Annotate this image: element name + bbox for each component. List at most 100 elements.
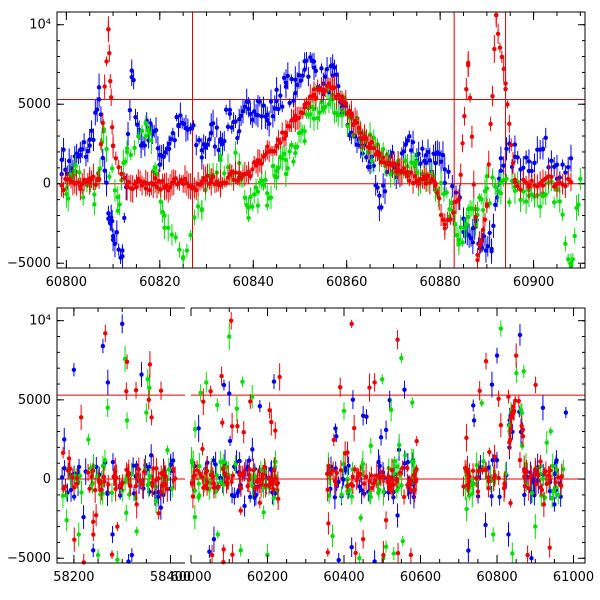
data-point-2-64 bbox=[388, 487, 393, 493]
data-point-0-255 bbox=[59, 157, 64, 163]
data-point-0-12 bbox=[81, 140, 87, 145]
data-point-2-88 bbox=[223, 180, 229, 186]
data-point-2-3 bbox=[156, 511, 161, 516]
data-point-1-242 bbox=[283, 157, 289, 163]
data-point-0-262 bbox=[120, 248, 125, 253]
data-point-0-53 bbox=[139, 372, 144, 377]
data-point-1-188 bbox=[480, 207, 486, 213]
data-point-2-25 bbox=[275, 480, 281, 486]
data-point-2-34 bbox=[225, 475, 231, 481]
data-point-0-222 bbox=[483, 248, 489, 253]
data-point-2-171 bbox=[379, 159, 384, 165]
data-point-0-224 bbox=[487, 230, 492, 236]
data-point-0-177 bbox=[390, 150, 395, 156]
data-point-1-48 bbox=[368, 443, 373, 448]
top-panel: −5000 0 5000 10⁴ 60800 60820 60840 60860 60880 60… bbox=[7, 11, 586, 290]
data-point-1-86 bbox=[285, 166, 291, 171]
data-point-2-31 bbox=[99, 487, 104, 493]
data-point-2-204 bbox=[440, 217, 446, 222]
data-point-2-34 bbox=[511, 404, 516, 409]
data-point-2-283 bbox=[274, 143, 279, 148]
data-point-1-46 bbox=[184, 248, 190, 253]
data-point-1-40 bbox=[221, 482, 226, 488]
data-point-2-76 bbox=[395, 337, 400, 342]
data-point-2-158 bbox=[354, 120, 360, 125]
data-point-1-33 bbox=[481, 459, 486, 464]
data-point-2-73 bbox=[219, 373, 224, 379]
data-point-2-42 bbox=[414, 477, 419, 482]
data-point-0-281 bbox=[302, 59, 307, 64]
data-point-0-273 bbox=[227, 111, 233, 116]
data-point-2-187 bbox=[408, 170, 414, 175]
data-point-0-0 bbox=[336, 557, 341, 563]
data-point-0-98 bbox=[242, 104, 248, 110]
data-point-2-75 bbox=[124, 359, 130, 365]
data-point-2-57 bbox=[349, 482, 354, 487]
data-point-2-57 bbox=[462, 465, 468, 471]
data-point-2-271 bbox=[162, 184, 167, 190]
data-point-2-1 bbox=[136, 467, 142, 472]
data-point-1-73 bbox=[261, 182, 266, 188]
data-point-2-44 bbox=[358, 471, 363, 477]
data-point-2-312 bbox=[568, 179, 574, 185]
data-point-0-19 bbox=[490, 457, 495, 463]
data-point-2-54 bbox=[486, 486, 491, 491]
data-point-0-97 bbox=[240, 108, 246, 114]
data-point-1-54 bbox=[153, 499, 159, 504]
data-point-2-311 bbox=[554, 181, 560, 186]
data-point-2-75 bbox=[383, 518, 389, 523]
data-point-0-33 bbox=[116, 247, 121, 252]
data-point-2-260 bbox=[59, 183, 64, 188]
data-point-2-65 bbox=[201, 485, 206, 490]
data-point-1-47 bbox=[188, 233, 193, 238]
data-point-2-67 bbox=[466, 479, 471, 484]
data-point-2-163 bbox=[364, 136, 369, 141]
data-point-1-26 bbox=[128, 152, 134, 158]
data-point-1-131 bbox=[369, 158, 375, 163]
data-point-0-228 bbox=[494, 195, 500, 200]
data-point-1-29 bbox=[139, 128, 145, 134]
data-point-2-58 bbox=[520, 427, 526, 432]
data-point-2-61 bbox=[412, 472, 417, 478]
y-tick-label: 5000 bbox=[18, 393, 51, 408]
data-point-0-93 bbox=[233, 119, 238, 124]
data-point-2-221 bbox=[477, 242, 482, 248]
data-point-0-29 bbox=[109, 218, 115, 224]
data-point-2-39 bbox=[204, 486, 210, 491]
data-point-1-30 bbox=[469, 482, 475, 488]
x-tick-label: 60820 bbox=[139, 275, 180, 290]
data-point-1-43 bbox=[391, 471, 397, 476]
data-point-1-238 bbox=[246, 205, 251, 210]
data-point-2-274 bbox=[190, 184, 195, 190]
data-point-1-74 bbox=[263, 177, 268, 183]
data-point-2-39 bbox=[381, 552, 386, 558]
data-point-2-21 bbox=[267, 408, 272, 413]
data-point-0-48 bbox=[506, 532, 511, 537]
data-point-0-263 bbox=[129, 74, 134, 80]
data-point-2-117 bbox=[278, 140, 283, 146]
data-point-1-40 bbox=[90, 480, 95, 486]
data-point-1-40 bbox=[397, 442, 402, 448]
data-point-1-261 bbox=[465, 214, 471, 220]
data-point-1-270 bbox=[578, 176, 583, 182]
data-point-2-20 bbox=[353, 550, 358, 556]
data-point-2-76 bbox=[134, 502, 139, 507]
data-point-2-119 bbox=[281, 136, 287, 141]
data-point-0-24 bbox=[104, 180, 109, 185]
data-point-1-223 bbox=[574, 205, 579, 211]
data-point-0-89 bbox=[225, 124, 231, 130]
data-point-2-289 bbox=[330, 86, 335, 91]
data-point-2-67 bbox=[331, 437, 337, 443]
data-point-0-53 bbox=[563, 410, 569, 415]
data-point-0-10 bbox=[247, 494, 253, 500]
data-point-2-178 bbox=[392, 161, 397, 166]
data-point-1-11 bbox=[198, 390, 203, 396]
data-point-2-78 bbox=[414, 438, 419, 444]
data-point-2-54 bbox=[273, 428, 278, 433]
data-point-2-288 bbox=[321, 87, 326, 93]
data-point-1-24 bbox=[474, 463, 479, 468]
data-point-2-67 bbox=[246, 472, 252, 478]
data-point-1-96 bbox=[304, 112, 309, 117]
data-point-0-94 bbox=[235, 135, 240, 141]
